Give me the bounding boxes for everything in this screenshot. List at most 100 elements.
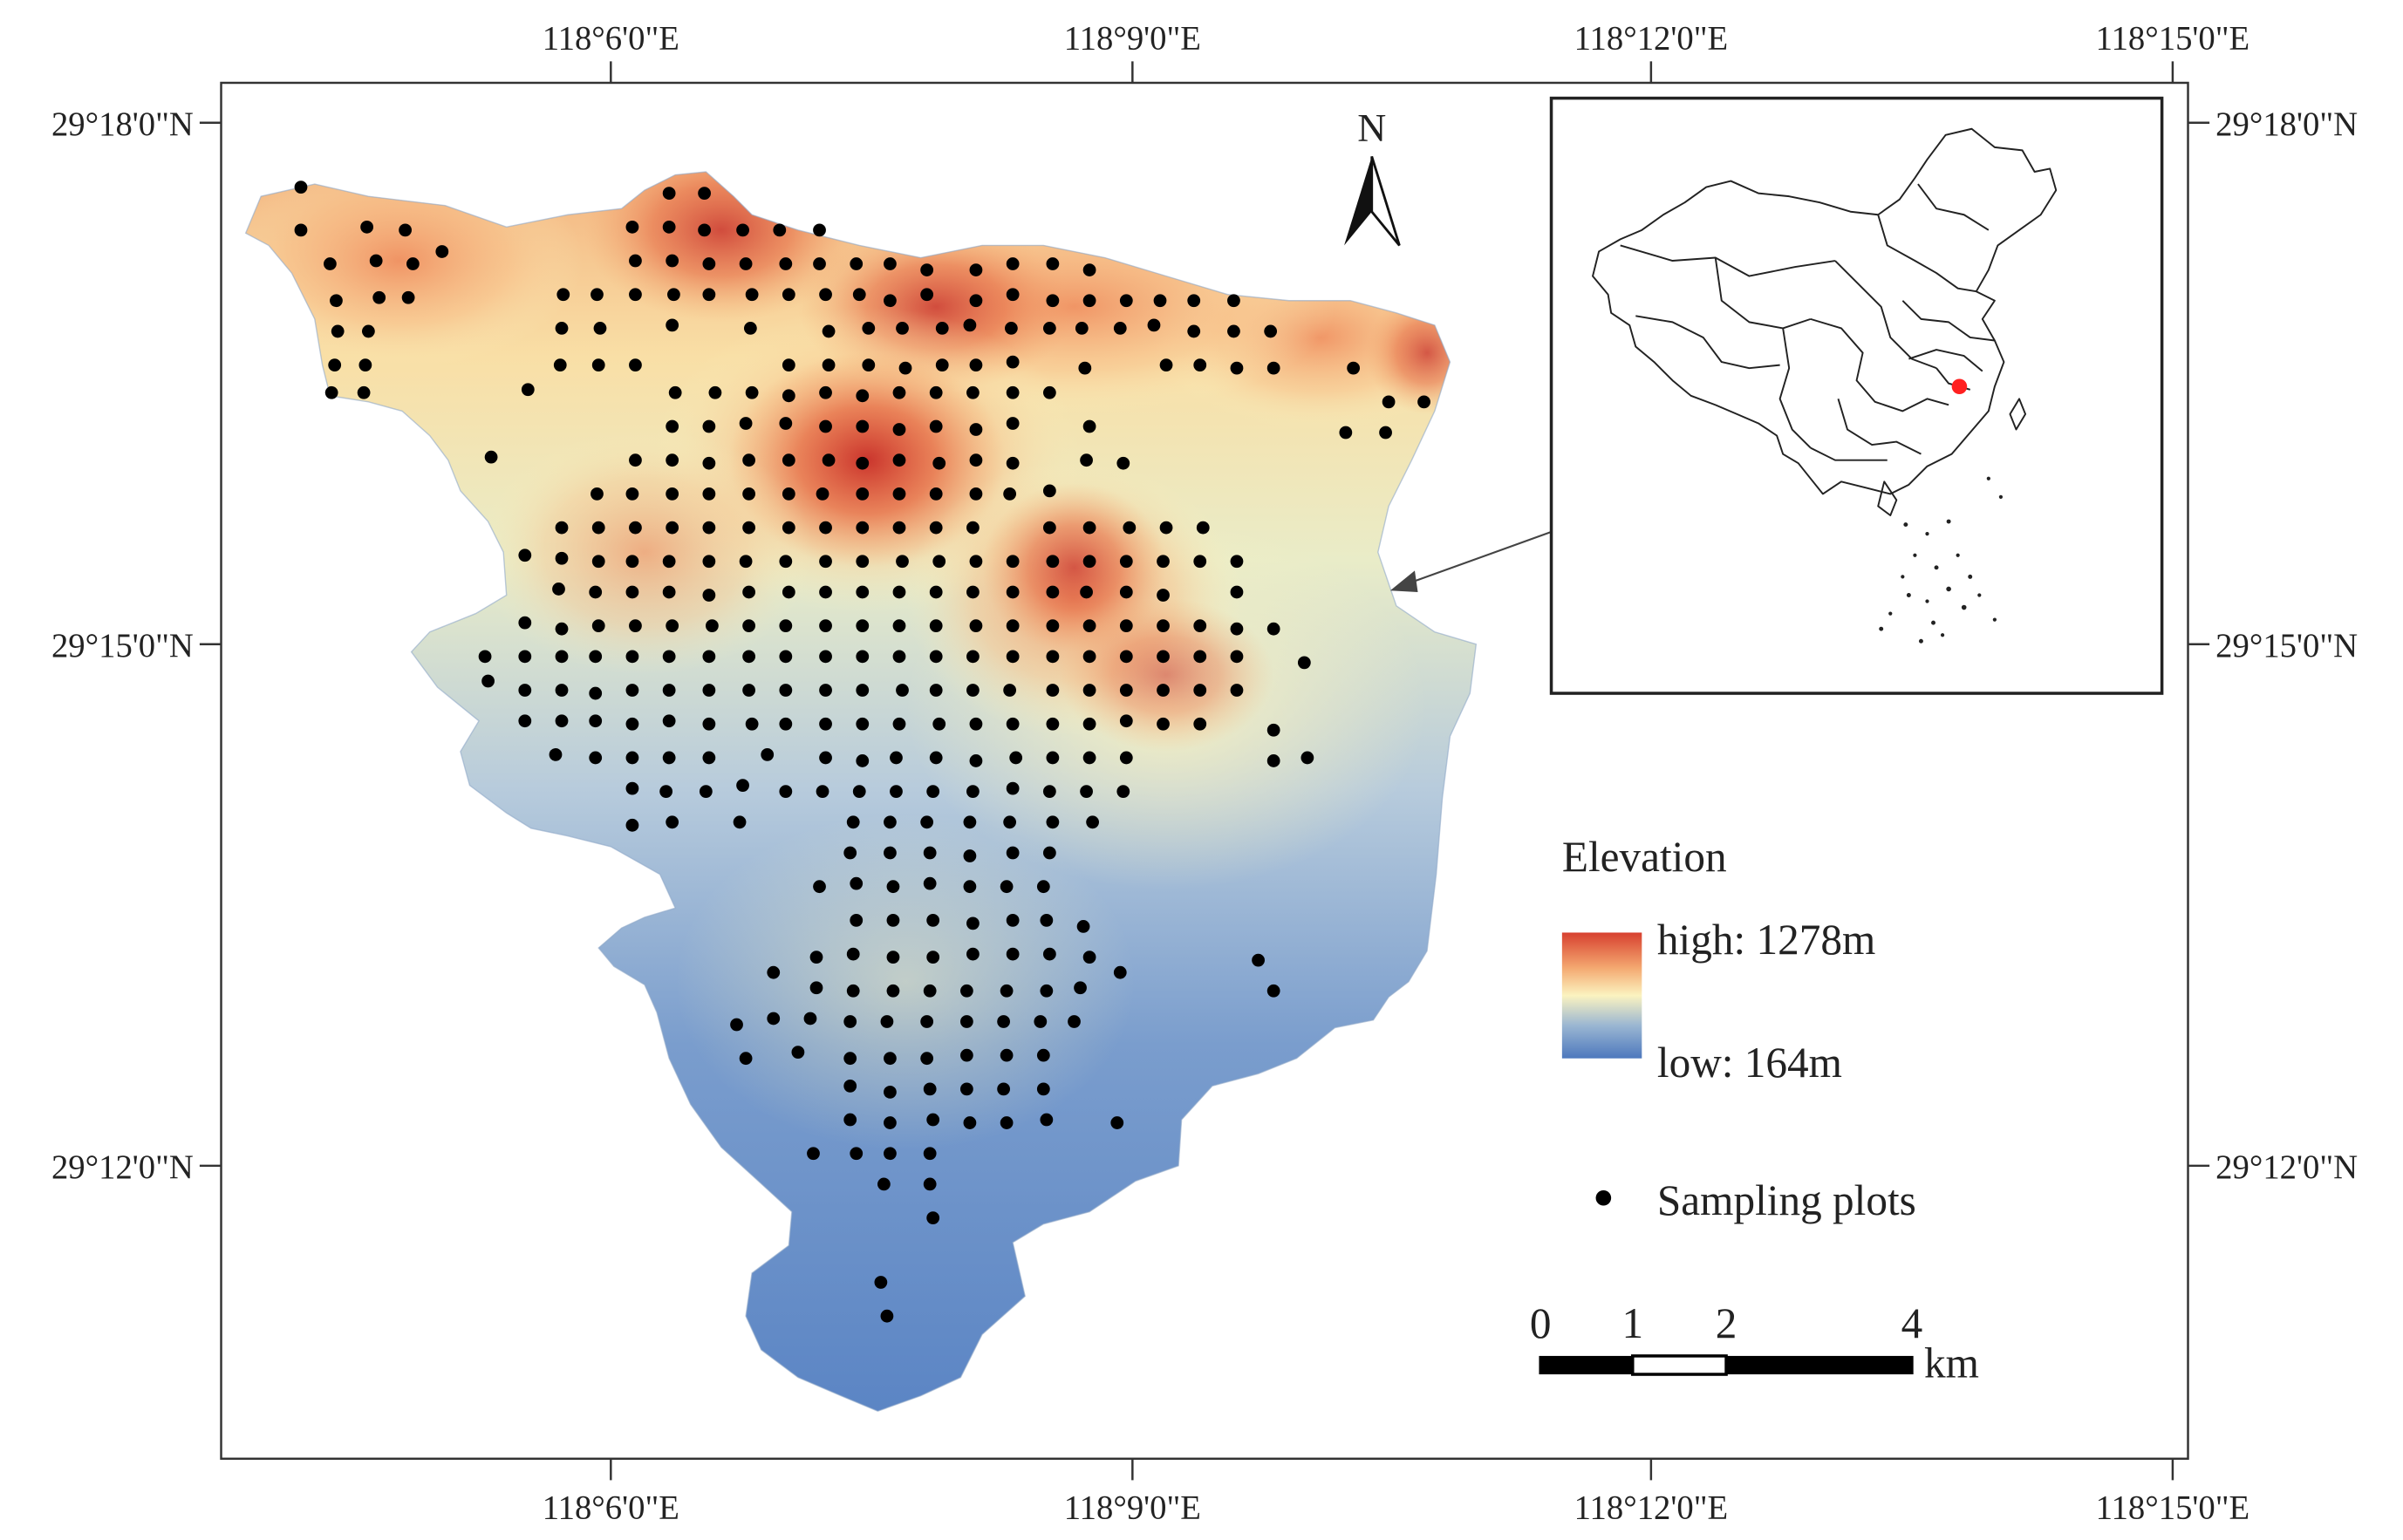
- sampling-plot-point: [856, 717, 870, 731]
- sampling-plot-point: [1042, 846, 1056, 860]
- sampling-plot-point: [1153, 294, 1167, 308]
- sampling-plot-point: [702, 555, 716, 569]
- sampling-plot-point: [739, 257, 753, 270]
- bottom-lon-label-4: 118°15'0"E: [2096, 1489, 2250, 1526]
- sampling-plot-point: [1078, 361, 1092, 375]
- elevation-color-ramp: [1561, 932, 1642, 1059]
- top-lon-label-3: 118°12'0"E: [1574, 20, 1729, 57]
- sampling-plot-point: [963, 880, 977, 894]
- sampling-plot-point: [856, 754, 870, 767]
- sampling-plot-point: [625, 818, 639, 832]
- sampling-plot-point: [1046, 294, 1060, 308]
- sampling-plot-point: [1119, 619, 1133, 633]
- sampling-plot-point: [850, 1147, 864, 1161]
- inset-map: [1549, 96, 2164, 695]
- sampling-plot-point: [625, 717, 639, 731]
- sampling-plot-point: [662, 650, 676, 664]
- sampling-plot-point: [1119, 585, 1133, 599]
- sampling-plot-point: [846, 815, 860, 829]
- sampling-plot-point: [1046, 555, 1060, 569]
- sampling-plot-point: [1187, 324, 1201, 338]
- sampling-plot-point: [702, 717, 716, 731]
- sampling-plot-point: [822, 358, 836, 372]
- sampling-plot-point: [803, 1012, 817, 1026]
- sampling-plot-point: [553, 358, 567, 372]
- sampling-plot-point: [929, 385, 943, 399]
- sampling-plot-point: [813, 880, 826, 894]
- sampling-plot-point: [809, 981, 823, 995]
- sampling-plot-point: [733, 815, 747, 829]
- sampling-plot-point: [1000, 1116, 1014, 1129]
- sampling-plot-point: [892, 521, 906, 535]
- sampling-plot-point: [662, 684, 676, 697]
- sampling-plot-point: [1119, 555, 1133, 569]
- sampling-plot-point: [1080, 453, 1093, 467]
- sampling-plot-point: [1116, 456, 1130, 470]
- sampling-plot-point: [666, 254, 679, 268]
- sampling-plot-point: [782, 487, 795, 501]
- sampling-plot-point: [782, 288, 795, 302]
- sampling-plot-point: [856, 456, 870, 470]
- sampling-plot-point: [1046, 684, 1060, 697]
- sampling-plot-point: [1266, 723, 1280, 737]
- sampling-plot-point: [884, 846, 897, 860]
- sampling-plot-point: [1110, 1116, 1124, 1129]
- sampling-plot-point: [1266, 622, 1280, 636]
- sampling-plot-point: [929, 650, 943, 664]
- sampling-plot-point: [880, 1015, 894, 1028]
- sampling-plot-point: [892, 453, 906, 467]
- sampling-plot-point: [850, 257, 864, 270]
- sampling-plot-point: [702, 487, 716, 501]
- sampling-plot-point: [969, 555, 983, 569]
- sampling-plot-point: [969, 717, 983, 731]
- sampling-plot-point: [819, 385, 832, 399]
- sampling-plot-point: [662, 555, 676, 569]
- sampling-plot-point: [819, 419, 832, 433]
- study-area-location-marker: [1951, 378, 1968, 395]
- sampling-plot-point: [1006, 619, 1020, 633]
- graticule-ticks: [199, 61, 2210, 1481]
- sampling-plot-point: [555, 521, 569, 535]
- sampling-plot-point: [935, 322, 949, 335]
- sampling-plot-point: [884, 1116, 897, 1129]
- sampling-plot-point: [1003, 815, 1017, 829]
- sampling-plot-point: [892, 385, 906, 399]
- sampling-plot-point: [666, 453, 679, 467]
- sampling-plot-point: [856, 619, 870, 633]
- left-lat-label-3: 29°12'0"N: [51, 1149, 194, 1186]
- sampling-plot-point: [782, 358, 795, 372]
- sampling-plot-point: [591, 619, 605, 633]
- sampling-plot-point: [1046, 815, 1060, 829]
- sampling-plot-point: [959, 1048, 973, 1062]
- map-frame: [220, 81, 2189, 1461]
- top-lon-label-1: 118°6'0"E: [543, 20, 679, 57]
- sampling-plot-point: [969, 754, 983, 767]
- sampling-plot-point: [1082, 751, 1096, 765]
- sampling-plot-point: [886, 880, 900, 894]
- north-arrow-icon: [1344, 156, 1372, 246]
- sampling-plot-point: [666, 815, 679, 829]
- sampling-plot-point: [555, 714, 569, 728]
- sampling-plot-point: [742, 684, 755, 697]
- sampling-plot-point: [856, 684, 870, 697]
- sampling-plot-point: [1086, 815, 1100, 829]
- sampling-plot-point: [358, 358, 372, 372]
- sampling-plot-point: [843, 1052, 857, 1066]
- sampling-plot-point: [666, 487, 679, 501]
- south-china-sea-islands-icon: [1879, 476, 2004, 644]
- right-lat-label-2: 29°15'0"N: [2215, 628, 2358, 664]
- sampling-plot-point: [969, 263, 983, 276]
- sampling-plot-point: [745, 288, 759, 302]
- sampling-plot-point: [593, 322, 607, 335]
- sampling-plot-point: [898, 361, 912, 375]
- sampling-plot-point: [819, 650, 832, 664]
- sampling-plot-point: [589, 650, 603, 664]
- sampling-plot-point: [702, 650, 716, 664]
- sampling-plot-point: [1230, 650, 1244, 664]
- sampling-plot-point: [1157, 717, 1170, 731]
- sampling-plot-point: [819, 288, 832, 302]
- sampling-plot-point: [819, 585, 832, 599]
- sampling-plot-point: [702, 257, 716, 270]
- sampling-plot-point: [791, 1046, 805, 1060]
- sampling-plot-point: [1042, 947, 1056, 961]
